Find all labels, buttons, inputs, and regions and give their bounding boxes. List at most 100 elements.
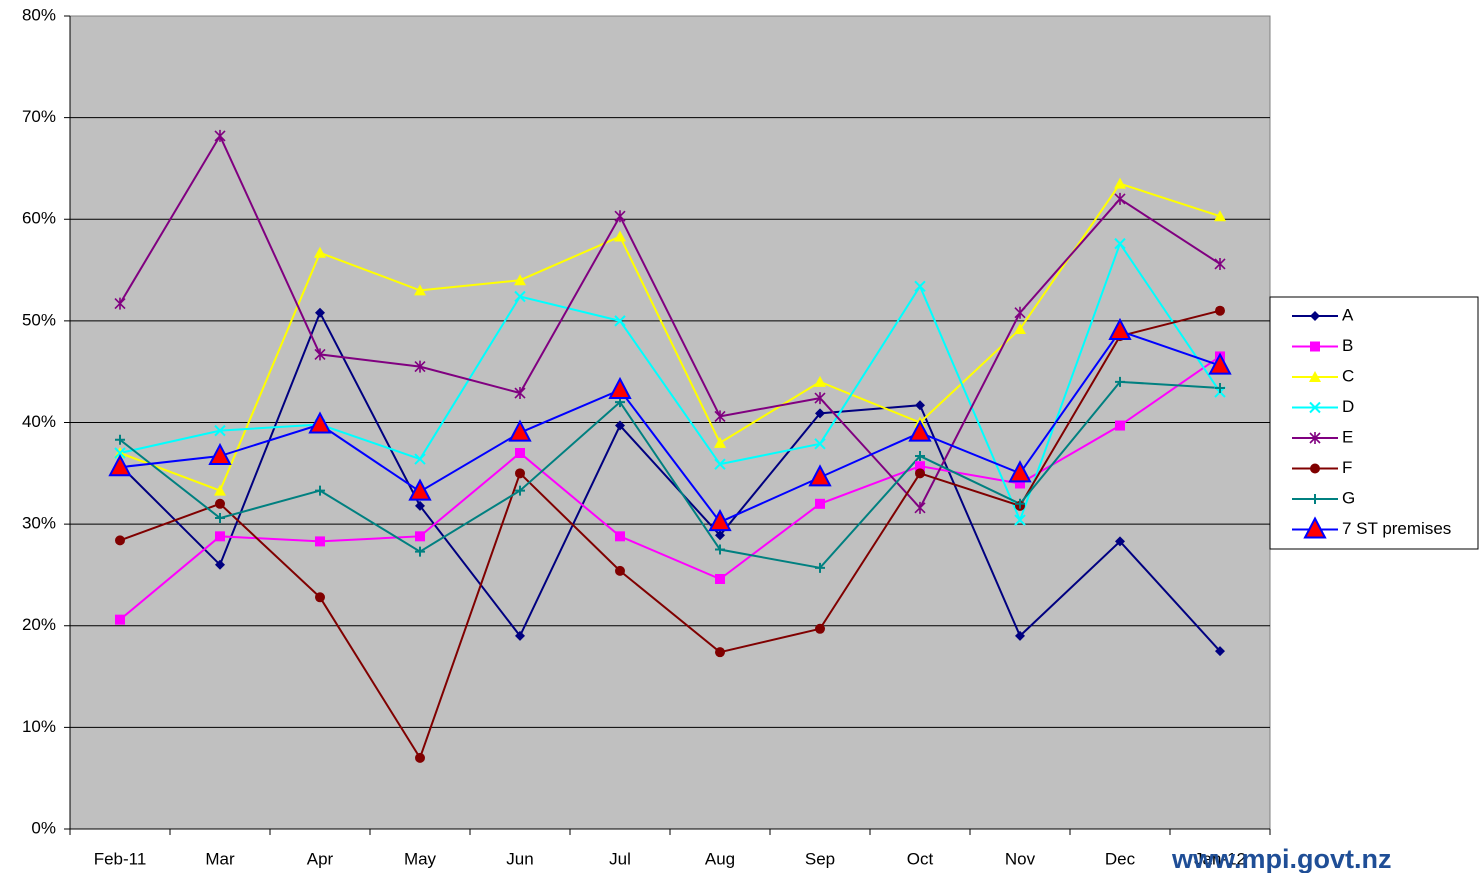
- marker: [415, 500, 425, 511]
- x-tick-label: Jan-12: [1194, 849, 1246, 868]
- marker: [515, 447, 525, 458]
- legend-label: E: [1342, 427, 1353, 446]
- legend-box: [1269, 296, 1479, 550]
- marker: [514, 290, 526, 303]
- x-tick-label: Jun: [506, 849, 533, 868]
- marker: [215, 559, 225, 570]
- marker: [908, 419, 932, 442]
- marker: [414, 453, 426, 465]
- marker: [815, 408, 825, 419]
- marker: [914, 280, 926, 293]
- marker: [715, 574, 725, 585]
- x-tick-label: Mar: [205, 849, 235, 868]
- marker: [315, 307, 325, 318]
- marker: [1015, 478, 1025, 489]
- marker: [315, 592, 325, 603]
- marker: [515, 468, 525, 479]
- series-line: [119, 133, 1221, 510]
- legend-label: D: [1342, 397, 1354, 416]
- marker: [214, 424, 226, 437]
- marker: [315, 536, 325, 547]
- y-tick-label: 10%: [22, 717, 56, 736]
- marker: [1309, 432, 1321, 444]
- marker: [115, 434, 125, 445]
- marker: [608, 376, 632, 399]
- marker: [508, 419, 532, 442]
- marker: [715, 647, 725, 658]
- x-tick-label: Jul: [609, 849, 631, 868]
- marker: [914, 501, 926, 514]
- marker: [215, 531, 225, 542]
- marker: [215, 513, 225, 524]
- marker: [715, 544, 725, 555]
- marker: [1014, 514, 1026, 526]
- marker: [915, 451, 925, 462]
- marker: [614, 210, 626, 223]
- x-tick-label: Sep: [805, 849, 835, 868]
- marker: [314, 348, 326, 361]
- marker: [915, 468, 925, 479]
- marker: [415, 546, 425, 557]
- marker: [1015, 630, 1025, 641]
- marker: [1014, 323, 1026, 335]
- marker: [1310, 311, 1320, 321]
- marker: [214, 129, 226, 142]
- y-tick-label: 0%: [31, 818, 56, 837]
- marker: [1214, 210, 1226, 222]
- legend-label: G: [1342, 488, 1355, 507]
- series-line: [119, 182, 1221, 492]
- marker: [814, 375, 826, 387]
- marker: [514, 387, 526, 400]
- marker: [714, 458, 726, 470]
- series-line: [119, 310, 1221, 652]
- legend-label: C: [1342, 366, 1354, 385]
- marker: [1015, 498, 1025, 509]
- marker: [308, 411, 332, 434]
- x-tick-label: Apr: [307, 849, 334, 868]
- marker: [514, 274, 526, 286]
- y-tick-label: 80%: [22, 5, 56, 24]
- marker: [1114, 192, 1126, 205]
- x-tick-label: Aug: [705, 849, 735, 868]
- marker: [815, 498, 825, 509]
- marker: [815, 562, 825, 573]
- marker: [515, 485, 525, 496]
- marker: [108, 454, 132, 477]
- marker: [1115, 376, 1125, 387]
- marker: [1215, 646, 1225, 657]
- marker: [1114, 177, 1126, 189]
- marker: [1310, 463, 1320, 474]
- marker: [1309, 401, 1321, 414]
- marker: [1303, 516, 1327, 539]
- series-line: [119, 329, 1221, 524]
- marker: [814, 392, 826, 405]
- marker: [214, 484, 226, 496]
- marker: [915, 461, 925, 472]
- y-tick-label: 30%: [22, 514, 56, 533]
- marker: [815, 623, 825, 634]
- marker: [808, 464, 832, 487]
- marker: [714, 410, 726, 423]
- marker: [615, 531, 625, 542]
- y-tick-label: 20%: [22, 615, 56, 634]
- marker: [715, 530, 725, 541]
- x-tick-label: Dec: [1105, 849, 1136, 868]
- marker: [115, 535, 125, 546]
- marker: [515, 630, 525, 641]
- marker: [1214, 257, 1226, 270]
- marker: [1108, 317, 1132, 341]
- marker: [615, 565, 625, 576]
- marker: [714, 436, 726, 448]
- marker: [415, 752, 425, 763]
- marker: [614, 315, 626, 327]
- marker: [215, 498, 225, 509]
- series-line: [119, 309, 1221, 761]
- legend-label: 7 ST premises: [1342, 519, 1451, 538]
- marker: [1310, 341, 1320, 352]
- legend-label: B: [1342, 336, 1353, 355]
- marker: [1115, 420, 1125, 431]
- marker: [415, 531, 425, 542]
- watermark: www.mpi.govt.nz: [1171, 844, 1392, 873]
- marker: [414, 360, 426, 373]
